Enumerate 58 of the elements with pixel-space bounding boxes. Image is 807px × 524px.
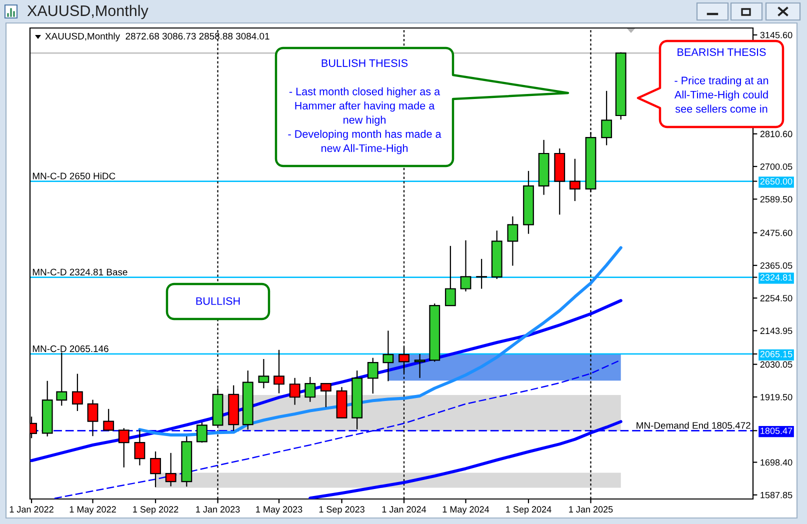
candlestick	[320, 382, 332, 408]
x-tick-label: 1 Sep 2023	[319, 506, 364, 514]
y-tick-label: 1919.50	[760, 394, 792, 400]
y-tick-label: 2810.60	[760, 130, 792, 138]
candlestick	[56, 352, 68, 406]
candlestick	[72, 373, 83, 412]
y-tick-label: 2650.00	[760, 178, 792, 185]
y-tick-label: 1698.40	[760, 459, 792, 466]
candlestick	[367, 357, 378, 394]
candlestick	[274, 349, 284, 394]
y-tick-label: 2700.05	[760, 163, 792, 170]
y-tick-label: 2475.60	[760, 230, 792, 236]
y-tick-label: 2324.81	[760, 274, 792, 281]
chart-subtitle: XAUUSD,Monthly 2872.68 3086.73 2858.88 3084.01	[45, 32, 270, 42]
y-tick-label: 2254.50	[760, 295, 792, 302]
candlestick	[150, 450, 161, 488]
y-tick-label: 1805.47	[760, 428, 792, 434]
candlestick	[444, 245, 456, 306]
x-tick-label: 1 May 2023	[256, 506, 302, 514]
x-tick-label: 1 Jan 2024	[382, 506, 426, 513]
candlestick	[304, 376, 316, 402]
candlestick	[414, 353, 426, 378]
candlestick	[476, 258, 488, 290]
candlestick	[134, 429, 146, 466]
ref-line-label: MN-C-D 2065.146	[32, 345, 108, 352]
y-tick-label: 3145.60	[760, 32, 792, 38]
text: BULLISH THESIS - Last month closed higher as a Hammer after having made a new high - Developing month has made a new All-Time-High	[288, 59, 442, 154]
y-tick-label: 2143.95	[760, 328, 792, 334]
y-tick-label: 2589.50	[760, 196, 792, 202]
x-tick-label: 1 Jan 2025	[569, 506, 613, 513]
candlestick	[601, 90, 612, 146]
y-tick-label: 2065.15	[760, 350, 792, 358]
chart-title: XAUUSD,Monthly	[27, 4, 148, 20]
candlestick	[460, 240, 472, 292]
candlestick	[118, 428, 130, 468]
candlestick	[165, 452, 176, 487]
x-tick-label: 1 Sep 2024	[506, 506, 552, 514]
y-tick-label: 2365.05	[760, 262, 792, 269]
candlestick	[87, 399, 98, 437]
ref-line-label: MN-C-D 2324.81 Base	[32, 268, 128, 276]
x-tick-label: 1 Jan 2022	[10, 506, 54, 513]
candlestick	[289, 377, 300, 406]
x-tick-label: 1 Sep 2022	[133, 506, 178, 514]
candlestick	[382, 330, 394, 382]
candlestick	[258, 358, 270, 389]
x-tick-label: 1 May 2024	[442, 506, 490, 514]
y-tick-label: 1587.85	[760, 492, 792, 498]
y-tick-label: 2030.05	[760, 361, 792, 368]
candlestick	[103, 408, 114, 432]
candlestick	[196, 422, 208, 444]
annotation: BULLISH	[196, 297, 240, 305]
ref-line-label: MN-C-D 2650 HiDC	[32, 172, 116, 180]
candlestick	[507, 216, 518, 266]
text: BEARISH THESIS - Price trading at an All-Time-High could see sellers come in	[674, 48, 768, 113]
x-tick-label: 1 May 2022	[70, 506, 116, 514]
candlestick	[569, 158, 580, 202]
x-tick-label: 1 Jan 2023	[196, 506, 240, 513]
ref-line-label: MN-Demand End 1805.472	[636, 422, 750, 429]
